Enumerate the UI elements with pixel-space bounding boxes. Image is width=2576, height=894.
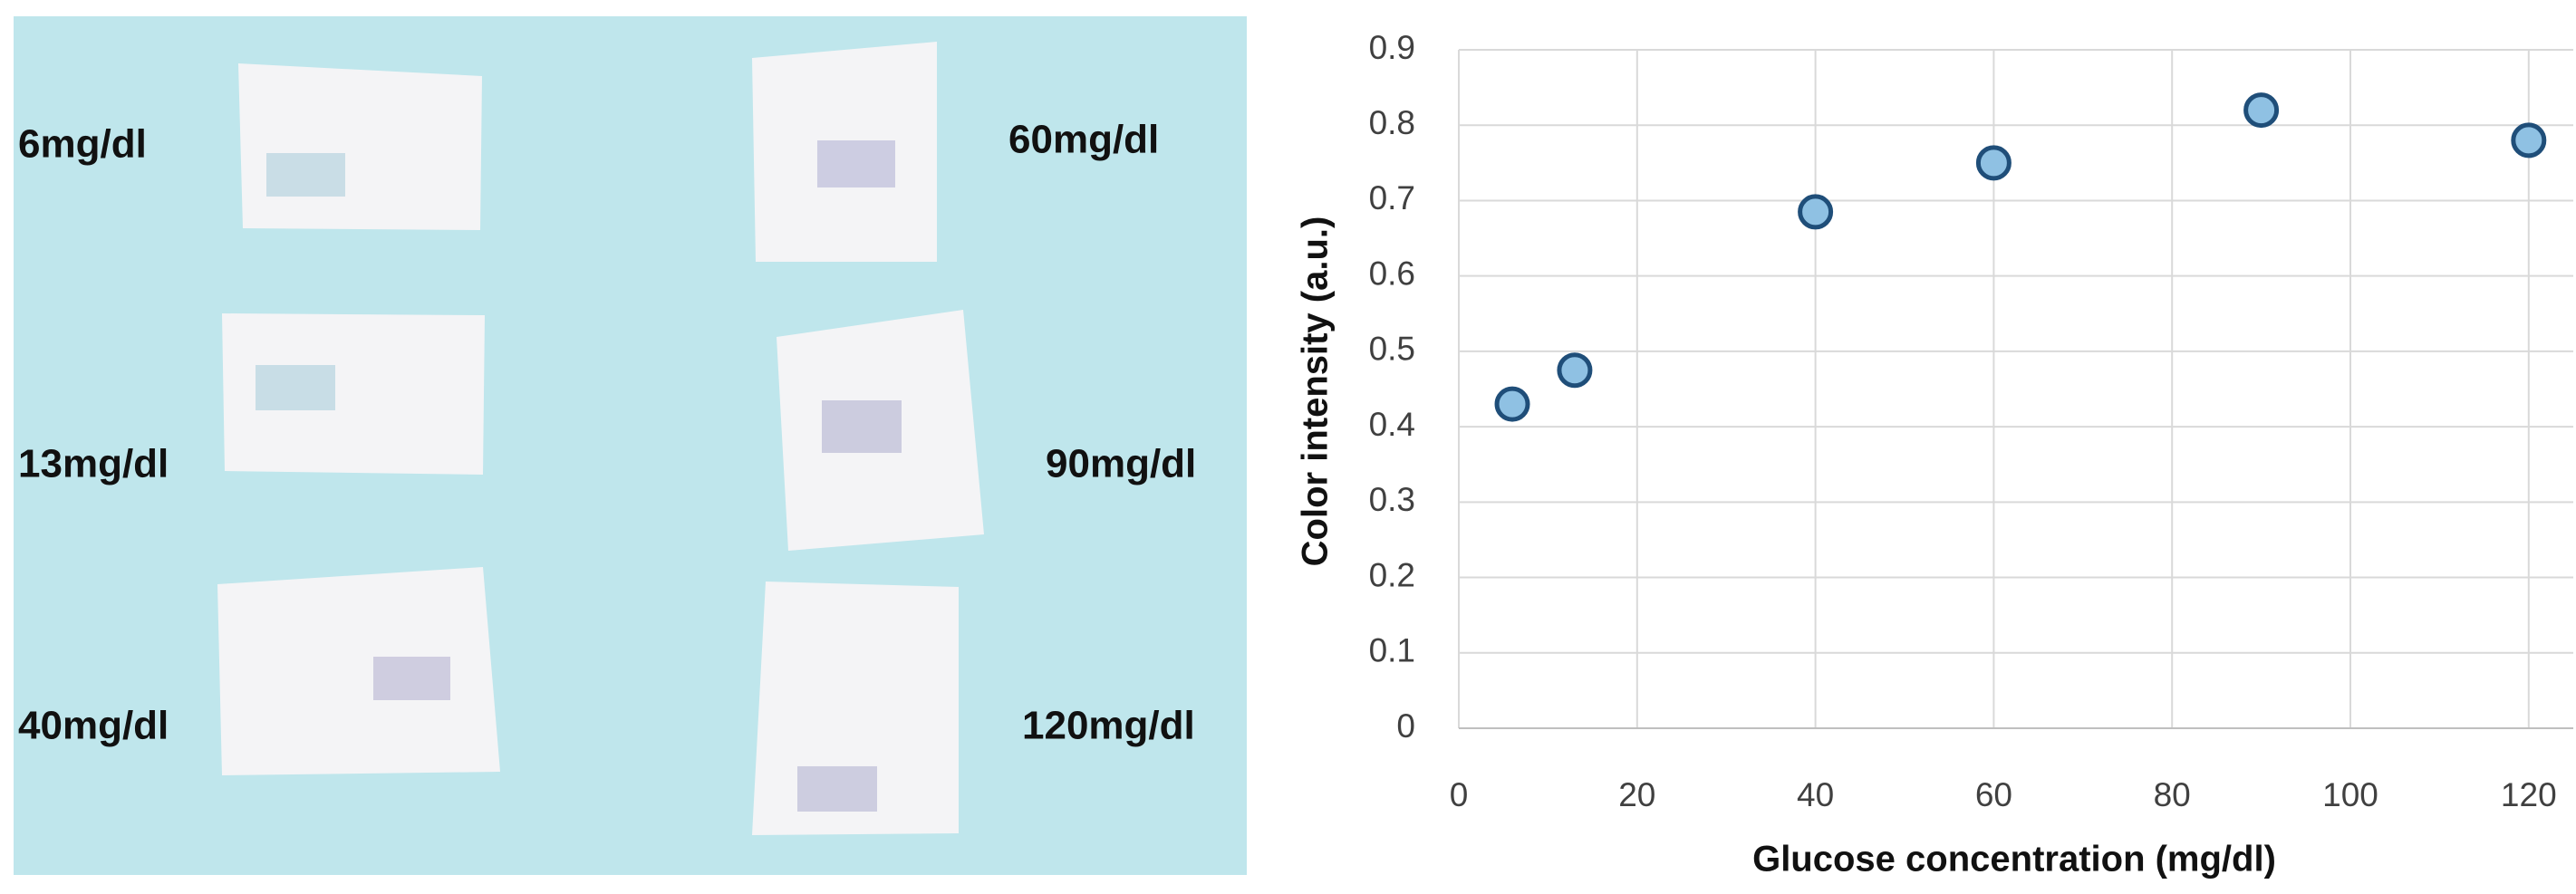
y-tick-label: 0.8 [1369, 104, 1415, 141]
y-tick-label: 0.4 [1369, 406, 1415, 443]
test-pad [822, 400, 902, 453]
strip-label: 40mg/dl [18, 704, 169, 748]
photo-background [14, 16, 1247, 875]
x-tick-label: 0 [1450, 776, 1469, 813]
data-point [1798, 194, 1834, 230]
x-axis-title: Glucose concentration (mg/dl) [1752, 840, 2276, 880]
strip-label: 90mg/dl [1046, 442, 1196, 486]
y-tick-label: 0 [1396, 707, 1415, 745]
y-tick-label: 0.3 [1369, 481, 1415, 518]
x-tick-label: 40 [1797, 776, 1834, 813]
y-tick-label: 0.9 [1369, 29, 1415, 66]
chart: Glucose concentration (mg/dl) Color inte… [1296, 29, 2573, 880]
y-tick-label: 0.5 [1369, 331, 1415, 368]
strip-label: 120mg/dl [1022, 704, 1195, 748]
y-tick-label: 0.2 [1369, 556, 1415, 593]
x-tick-label: 60 [1975, 776, 2012, 813]
x-tick-label: 80 [2154, 776, 2191, 813]
y-tick-label: 0.7 [1369, 179, 1415, 216]
test-pad [797, 766, 877, 812]
data-point [1975, 145, 2012, 181]
x-tick-label: 100 [2322, 776, 2378, 813]
test-pad [256, 365, 335, 410]
y-axis-title: Color intensity (a.u.) [1296, 216, 1336, 567]
y-tick-label: 0.1 [1369, 632, 1415, 669]
x-tick-label: 120 [2501, 776, 2557, 813]
data-point [2511, 122, 2547, 159]
x-tick-label: 20 [1618, 776, 1655, 813]
y-tick-label: 0.6 [1369, 255, 1415, 292]
strip-label: 6mg/dl [18, 122, 147, 167]
test-pad [817, 140, 895, 187]
data-point [1494, 386, 1530, 422]
test-pad [373, 657, 450, 700]
data-point [1557, 352, 1593, 389]
test-pad [266, 153, 345, 197]
test-strip [217, 567, 500, 775]
test-strip [238, 63, 482, 230]
photo: 6mg/dl 60mg/dl 13mg/dl 90mg/dl 40mg/dl 1… [14, 16, 1247, 875]
strip-label: 60mg/dl [1008, 118, 1159, 162]
strip-label: 13mg/dl [18, 442, 169, 486]
data-point [2243, 92, 2280, 129]
test-strip [222, 313, 485, 475]
